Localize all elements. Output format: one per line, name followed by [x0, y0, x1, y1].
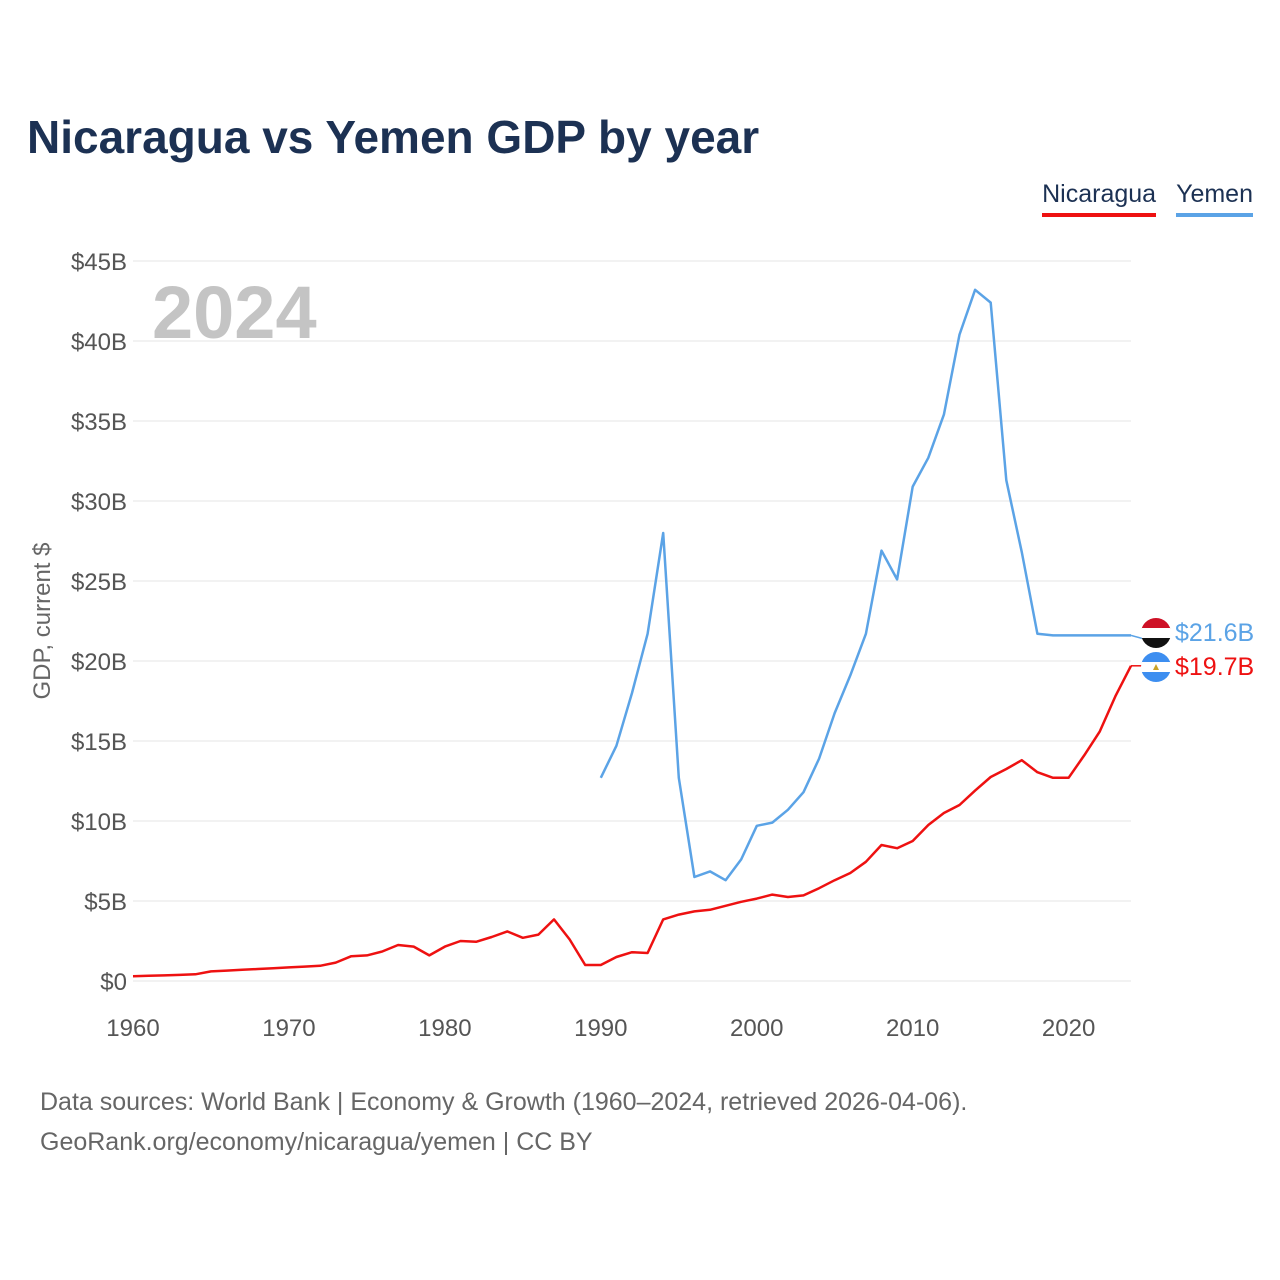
series-line-nicaragua[interactable]	[132, 665, 1133, 978]
x-tick-label: 1960	[106, 1015, 159, 1042]
year-label: 2024	[152, 271, 317, 354]
end-value-label-yemen: $21.6B	[1175, 619, 1254, 647]
source-note: Data sources: World Bank | Economy & Gro…	[40, 1082, 967, 1162]
legend-item-yemen[interactable]: Yemen	[1176, 180, 1253, 217]
x-tick-label: 2020	[1042, 1015, 1095, 1042]
y-tick-label: $10B	[71, 809, 127, 836]
chart-title: Nicaragua vs Yemen GDP by year	[27, 111, 760, 163]
flag-emblem	[1153, 664, 1159, 670]
flag-stripe	[1141, 652, 1171, 663]
end-connector-yemen	[1130, 634, 1143, 640]
source-line-1: Data sources: World Bank | Economy & Gro…	[40, 1088, 968, 1116]
flag-stripe	[1141, 628, 1171, 639]
legend: Nicaragua Yemen	[1042, 180, 1253, 217]
y-tick-label: $20B	[71, 649, 127, 676]
flag-stripe	[1141, 672, 1171, 682]
flag-stripe	[1141, 618, 1171, 629]
x-tick-label: 1990	[574, 1015, 627, 1042]
yemen-flag-icon	[1141, 618, 1171, 648]
y-axis-label: GDP, current $	[29, 543, 56, 700]
y-tick-label: $40B	[71, 329, 127, 356]
y-tick-label: $45B	[71, 249, 127, 276]
x-tick-label: 2000	[730, 1015, 783, 1042]
x-tick-label: 2010	[886, 1015, 939, 1042]
y-tick-label: $35B	[71, 409, 127, 436]
nicaragua-flag-icon	[1141, 652, 1171, 682]
flag-stripe	[1141, 638, 1171, 648]
y-tick-label: $15B	[71, 729, 127, 756]
y-tick-label: $0	[100, 969, 127, 996]
x-tick-label: 1970	[262, 1015, 315, 1042]
x-tick-label: 1980	[418, 1015, 471, 1042]
y-tick-label: $5B	[84, 889, 127, 916]
end-value-label-nicaragua: $19.7B	[1175, 653, 1254, 681]
line-chart: 2024 $0 $5B $10B $15B $20B $25B $30B $35B $40B $45…	[29, 249, 1254, 1042]
legend-item-nicaragua[interactable]: Nicaragua	[1042, 180, 1157, 217]
series-line-yemen[interactable]	[599, 288, 1131, 882]
source-line-2[interactable]: GeoRank.org/economy/nicaragua/yemen | CC…	[40, 1128, 593, 1156]
y-tick-label: $25B	[71, 569, 127, 596]
y-tick-label: $30B	[71, 489, 127, 516]
